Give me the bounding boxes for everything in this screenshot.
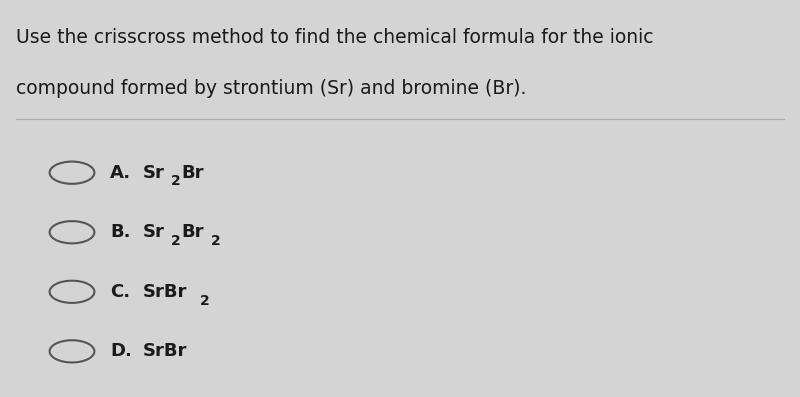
Text: Br: Br (182, 223, 204, 241)
Text: 2: 2 (171, 174, 181, 189)
Text: Use the crisscross method to find the chemical formula for the ionic: Use the crisscross method to find the ch… (16, 28, 654, 47)
Text: 2: 2 (171, 234, 181, 248)
Text: Sr: Sr (142, 164, 164, 182)
Text: compound formed by strontium (Sr) and bromine (Br).: compound formed by strontium (Sr) and br… (16, 79, 526, 98)
Text: C.: C. (110, 283, 130, 301)
Text: Br: Br (182, 164, 204, 182)
Text: SrBr: SrBr (142, 283, 186, 301)
Text: B.: B. (110, 223, 131, 241)
Text: 2: 2 (200, 293, 210, 308)
Text: SrBr: SrBr (142, 342, 186, 360)
Text: 2: 2 (210, 234, 220, 248)
Text: D.: D. (110, 342, 132, 360)
Text: Sr: Sr (142, 223, 164, 241)
Text: A.: A. (110, 164, 131, 182)
